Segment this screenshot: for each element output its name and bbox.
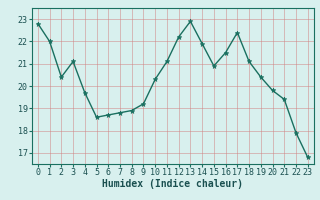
X-axis label: Humidex (Indice chaleur): Humidex (Indice chaleur) (102, 179, 243, 189)
